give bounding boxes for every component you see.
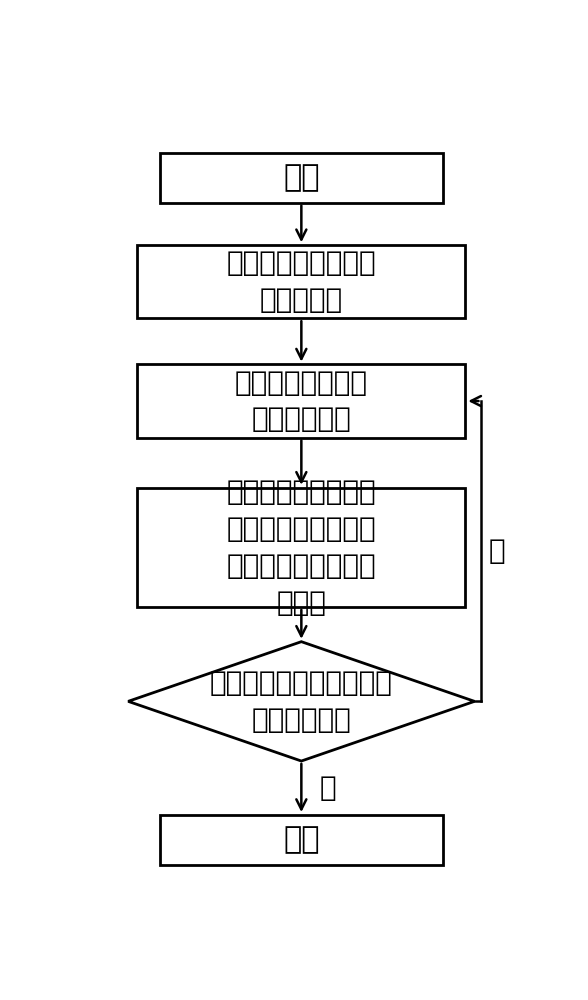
Text: 初始化核素的稀释截
面、总截面: 初始化核素的稀释截 面、总截面 — [226, 249, 376, 314]
Text: 计算系统的宏观总截面，
判断是否收敛: 计算系统的宏观总截面， 判断是否收敛 — [210, 669, 393, 734]
Text: 开始: 开始 — [283, 163, 320, 192]
Bar — [160, 153, 443, 203]
Text: 是: 是 — [320, 774, 336, 802]
Bar — [137, 364, 466, 438]
Text: 结束: 结束 — [283, 825, 320, 854]
Text: 否: 否 — [488, 537, 505, 565]
Text: 计算每个核素每一
群的稀释截面: 计算每个核素每一 群的稀释截面 — [235, 369, 368, 433]
Bar — [137, 488, 466, 607]
Polygon shape — [128, 642, 475, 761]
Bar — [160, 815, 443, 865]
Bar — [137, 245, 466, 318]
Text: 根据新产生的稀释截
面，在多群数据库中
重新计算出各核素的
总截面: 根据新产生的稀释截 面，在多群数据库中 重新计算出各核素的 总截面 — [226, 478, 376, 617]
